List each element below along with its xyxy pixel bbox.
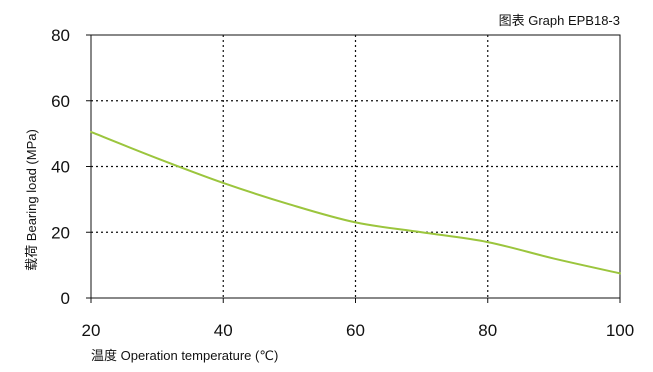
tick-labels: 20 40 60 80 100 0 20 40 60 80 xyxy=(51,26,634,340)
y-tick-label: 80 xyxy=(51,26,70,45)
x-tick-label: 40 xyxy=(214,321,233,340)
x-tick-label: 20 xyxy=(82,321,101,340)
axes xyxy=(86,34,621,303)
y-tick-label: 60 xyxy=(51,92,70,111)
grid-lines xyxy=(91,35,620,298)
x-tick-label: 100 xyxy=(606,321,634,340)
x-tick-label: 60 xyxy=(346,321,365,340)
x-axis-label: 温度 Operation temperature (℃) xyxy=(91,348,278,363)
y-tick-label: 40 xyxy=(51,158,70,177)
y-tick-label: 20 xyxy=(51,223,70,242)
y-axis-label: 载荷 Bearing load (MPa) xyxy=(24,129,39,271)
series-line xyxy=(90,130,621,275)
series-layer xyxy=(90,130,621,275)
x-tick-label: 80 xyxy=(478,321,497,340)
chart-title: 图表 Graph EPB18-3 xyxy=(499,13,620,28)
y-tick-label: 0 xyxy=(61,289,70,308)
